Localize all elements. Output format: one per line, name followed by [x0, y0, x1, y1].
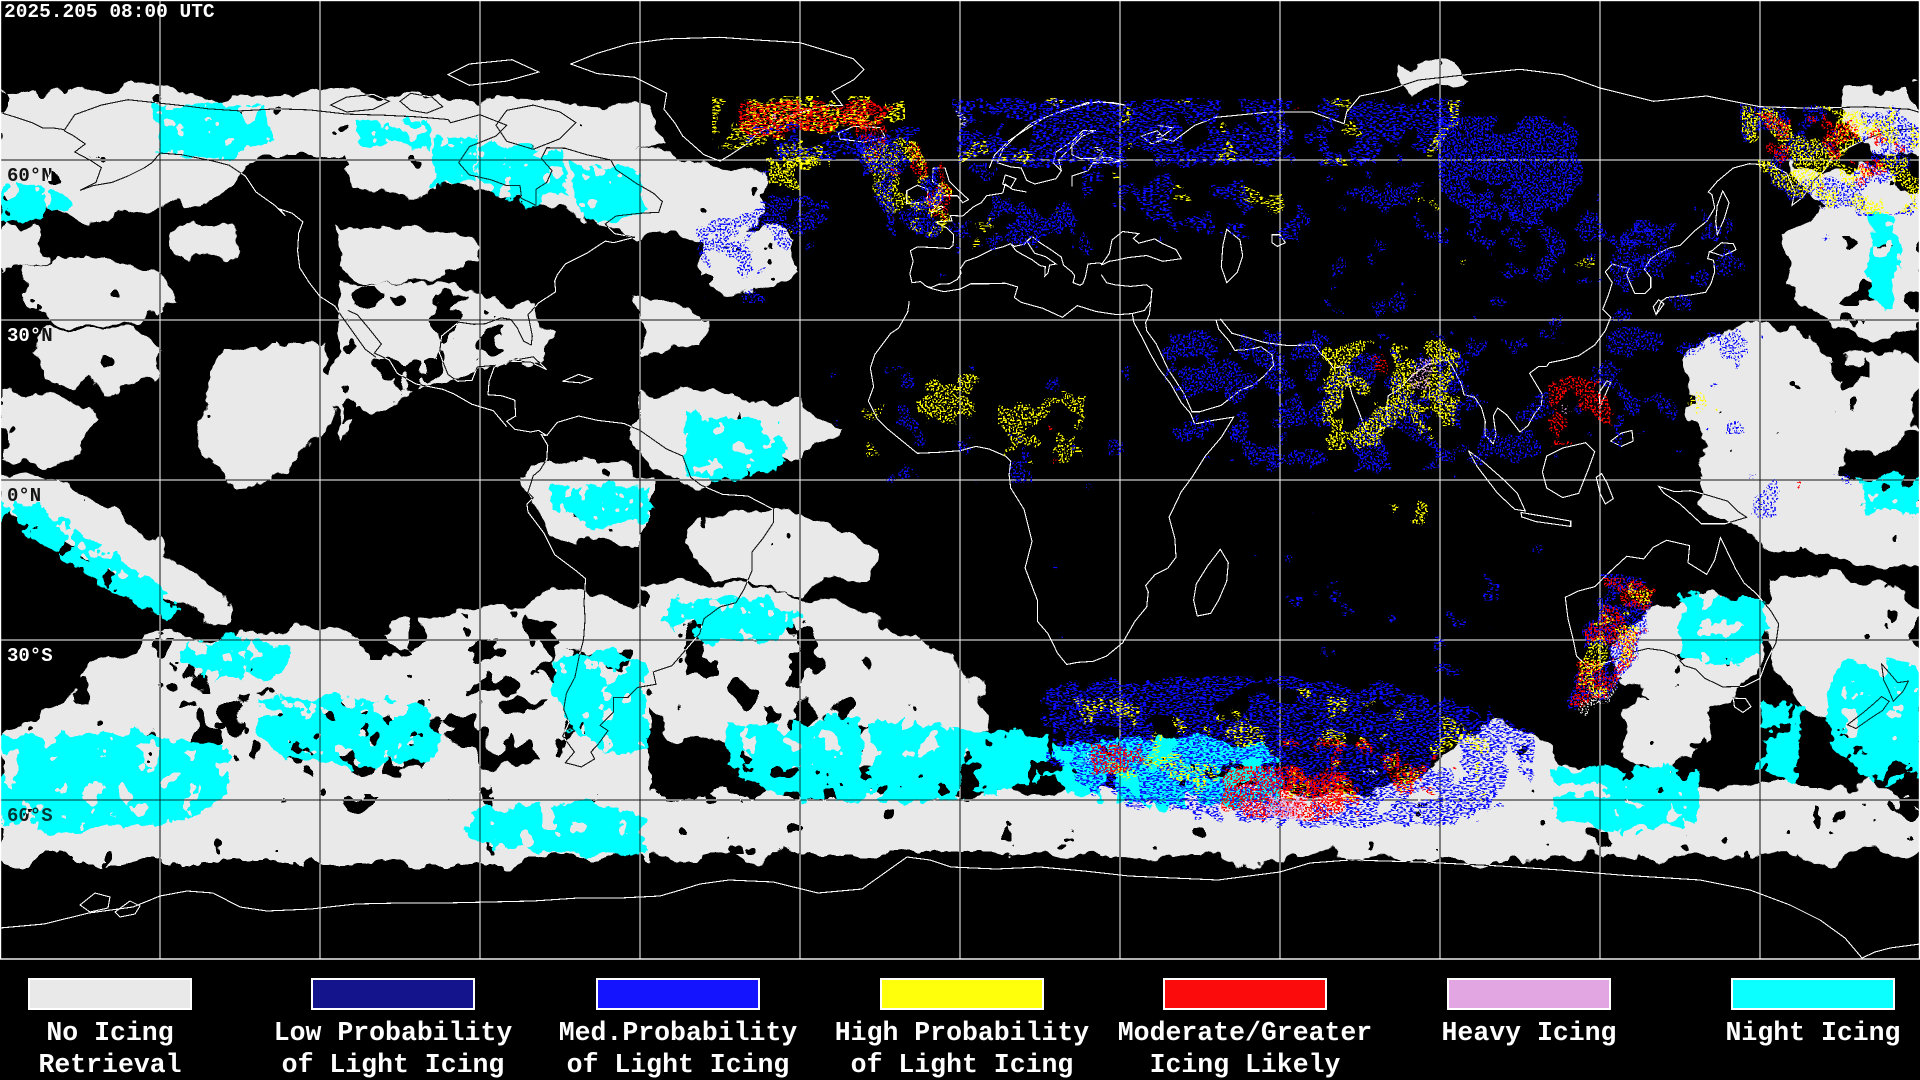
- svg-text:Moderate/Greater: Moderate/Greater: [1118, 1018, 1372, 1048]
- svg-text:of Light Icing: of Light Icing: [282, 1050, 505, 1080]
- svg-text:of Light Icing: of Light Icing: [567, 1050, 790, 1080]
- svg-text:Heavy Icing: Heavy Icing: [1442, 1018, 1617, 1048]
- svg-text:Icing Likely: Icing Likely: [1150, 1050, 1341, 1080]
- svg-text:Night Icing: Night Icing: [1726, 1018, 1901, 1048]
- svg-text:of Light Icing: of Light Icing: [851, 1050, 1074, 1080]
- svg-text:No Icing: No Icing: [46, 1018, 173, 1048]
- svg-text:Retrieval: Retrieval: [38, 1050, 181, 1080]
- svg-text:Low Probability: Low Probability: [274, 1018, 513, 1048]
- svg-text:Med.Probability: Med.Probability: [559, 1018, 798, 1048]
- svg-text:2025.205 08:00 UTC: 2025.205 08:00 UTC: [4, 1, 215, 23]
- svg-text:High Probability: High Probability: [835, 1018, 1090, 1048]
